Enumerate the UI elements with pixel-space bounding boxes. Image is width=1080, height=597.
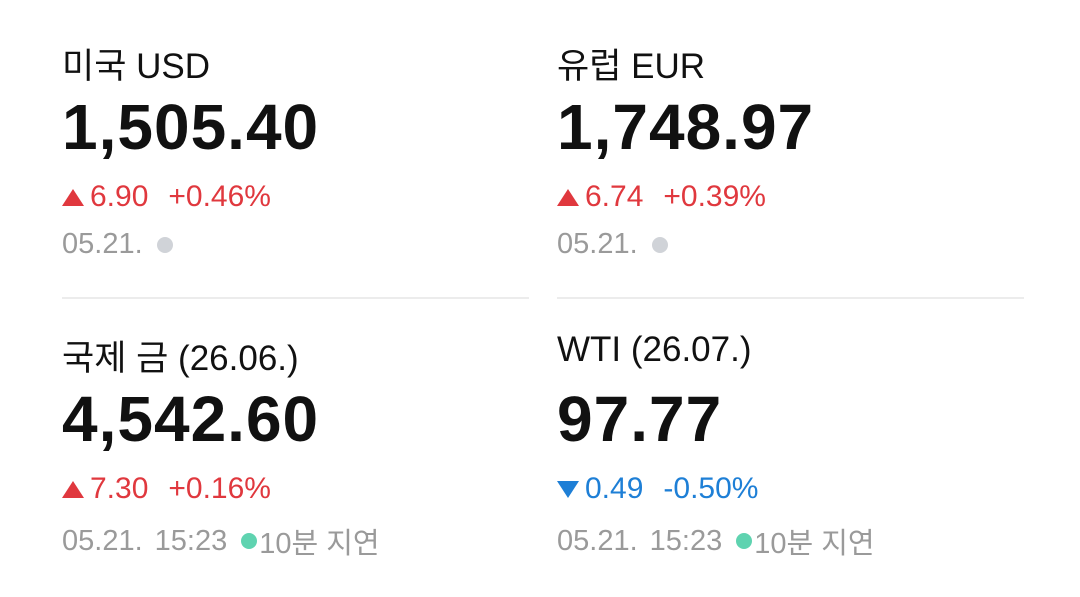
time: 15:23: [154, 524, 228, 557]
change-percent: +0.39%: [663, 180, 766, 213]
meta-row: 05.21. 15:23 10분 지연: [62, 520, 380, 562]
change-percent: -0.50%: [663, 472, 759, 505]
change-percent: +0.46%: [168, 180, 271, 213]
date: 05.21.: [557, 228, 638, 260]
status-dot: [651, 236, 668, 253]
quote-name: 미국 USD: [62, 47, 211, 86]
quote-price: 1,505.40: [62, 91, 320, 163]
meta-row: 05.21.: [557, 228, 670, 261]
quote-price: 97.77: [557, 383, 723, 455]
delay: 10분 지연: [754, 528, 875, 560]
change-row: 6.74 +0.39%: [557, 180, 766, 214]
date: 05.21.: [62, 228, 143, 260]
direction-icon: [62, 188, 84, 206]
date: 05.21.: [62, 524, 143, 557]
change-row: 6.90 +0.46%: [62, 180, 271, 214]
change-percent: +0.16%: [168, 472, 271, 505]
quote-card[interactable]: 유럽 EUR 1,748.97 6.74 +0.39% 05.21.: [557, 0, 1024, 299]
quote-name: WTI (26.07.): [557, 330, 752, 369]
change-value: 7.30: [90, 472, 149, 505]
change-row: 7.30 +0.16%: [62, 472, 271, 506]
direction-icon: [557, 480, 579, 498]
status-dot: [156, 236, 173, 253]
direction-icon: [62, 480, 84, 498]
divider: [557, 297, 1024, 299]
quote-price: 1,748.97: [557, 91, 815, 163]
delay: 10분 지연: [259, 528, 380, 560]
status-dot: [736, 533, 753, 549]
quote-name: 유럽 EUR: [557, 47, 706, 86]
time: 15:23: [649, 524, 723, 557]
meta-row: 05.21.: [62, 228, 175, 261]
change-value: 6.74: [585, 180, 644, 213]
change-value: 6.90: [90, 180, 149, 213]
quote-card[interactable]: WTI (26.07.) 97.77 0.49 -0.50% 05.21. 15:23 10…: [557, 292, 1024, 584]
quote-name: 국제 금 (26.06.): [62, 339, 299, 378]
direction-icon: [557, 188, 579, 206]
quote-card[interactable]: 국제 금 (26.06.) 4,542.60 7.30 +0.16% 05.21. 15:…: [62, 292, 529, 584]
meta-row: 05.21. 15:23 10분 지연: [557, 520, 875, 562]
quote-price: 4,542.60: [62, 383, 320, 455]
divider: [62, 297, 529, 299]
status-dot: [241, 533, 258, 549]
quote-card[interactable]: 미국 USD 1,505.40 6.90 +0.46% 05.21.: [62, 0, 529, 299]
change-row: 0.49 -0.50%: [557, 472, 758, 506]
change-value: 0.49: [585, 472, 644, 505]
date: 05.21.: [557, 524, 638, 557]
